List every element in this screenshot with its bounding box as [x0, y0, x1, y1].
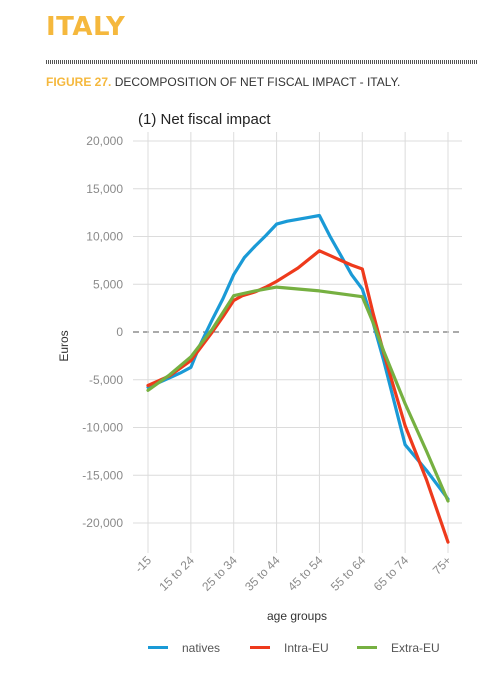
x-tick-label: 65 to 74	[371, 553, 412, 594]
x-tick-label: 15 to 24	[156, 553, 197, 594]
chart-title: (1) Net fiscal impact	[138, 111, 271, 128]
y-tick-label: 0	[116, 325, 123, 339]
series-line-extra-eu	[146, 285, 450, 503]
x-tick-labels: -15 15 to 24 25 to 34 35 to 44 45 to 54 55 to…	[132, 553, 454, 594]
x-tick-label: 35 to 44	[242, 553, 283, 594]
legend-swatch-extra-eu	[357, 646, 377, 650]
legend-item-natives: natives	[148, 641, 220, 655]
chart-legend: natives Intra-EU Extra-EU	[0, 641, 477, 657]
figure-caption-text: DECOMPOSITION OF NET FISCAL IMPACT - ITA…	[114, 75, 401, 89]
x-axis-label: age groups	[267, 609, 327, 623]
y-tick-label: -20,000	[82, 516, 123, 530]
figure-caption: FIGURE 27. DECOMPOSITION OF NET FISCAL I…	[46, 75, 400, 89]
x-tick-label: 45 to 54	[285, 553, 326, 594]
x-tick-label: 55 to 64	[328, 553, 369, 594]
series-lines	[146, 213, 450, 544]
figure-number: FIGURE 27.	[46, 75, 112, 89]
y-tick-labels: 20,000 15,000 10,000 5,000 0 -5,000 -10,000 -15…	[82, 134, 123, 530]
legend-label-intra-eu: Intra-EU	[284, 641, 329, 655]
y-tick-label: -15,000	[82, 468, 123, 482]
legend-label-extra-eu: Extra-EU	[391, 641, 440, 655]
series-line-intra-eu	[146, 249, 450, 544]
y-axis-label: Euros	[57, 330, 71, 361]
heading-divider	[46, 60, 477, 64]
legend-swatch-intra-eu	[250, 646, 270, 650]
legend-item-extra-eu: Extra-EU	[357, 641, 440, 655]
y-tick-label: -10,000	[82, 421, 123, 435]
grid	[133, 132, 462, 553]
y-tick-label: 20,000	[86, 134, 123, 148]
legend-swatch-natives	[148, 646, 168, 650]
legend-item-intra-eu: Intra-EU	[250, 641, 329, 655]
y-tick-label: 15,000	[86, 182, 123, 196]
x-tick-label: 25 to 34	[199, 553, 240, 594]
legend-label-natives: natives	[182, 641, 221, 655]
y-tick-label: 10,000	[86, 230, 123, 244]
y-tick-label: -5,000	[89, 373, 123, 387]
x-tick-label: -15	[132, 553, 154, 575]
x-tick-label: 75+	[430, 553, 454, 577]
y-tick-label: 5,000	[93, 277, 123, 291]
page-heading: ITALY	[46, 12, 126, 42]
